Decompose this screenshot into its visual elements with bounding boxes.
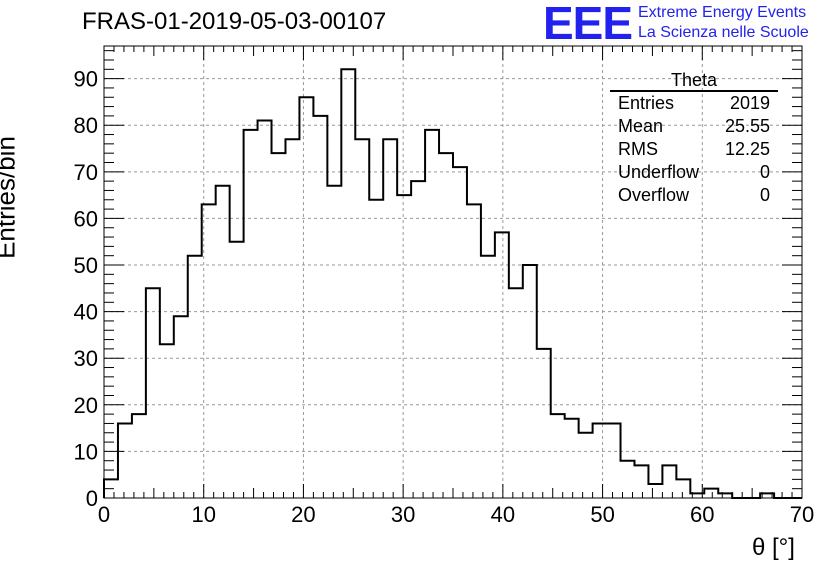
axis-ticks — [103, 46, 803, 499]
y-tick-label: 70 — [74, 160, 98, 185]
y-tick-label: 10 — [74, 439, 98, 464]
x-tick-label: 50 — [590, 502, 614, 527]
y-tick-label: 90 — [74, 67, 98, 92]
stats-box: Theta Entries 2019 Mean 25.55 RMS 12.25 … — [610, 70, 778, 207]
stats-row-underflow: Underflow 0 — [610, 161, 778, 184]
x-tick-label: 70 — [790, 502, 814, 527]
grid-lines — [104, 46, 802, 498]
y-tick-label: 60 — [74, 206, 98, 231]
y-tick-label: 30 — [74, 346, 98, 371]
stats-value: 2019 — [729, 93, 770, 113]
stats-label: Mean — [618, 116, 664, 136]
x-tick-label: 30 — [391, 502, 415, 527]
stats-row-mean: Mean 25.55 — [610, 115, 778, 138]
stats-value: 0 — [759, 162, 770, 182]
y-tick-label: 80 — [74, 113, 98, 138]
logo-line-1: Extreme Energy Events — [638, 4, 807, 21]
stats-row-overflow: Overflow 0 — [610, 184, 778, 207]
stats-label: Underflow — [618, 162, 700, 182]
stats-value: 12.25 — [724, 139, 770, 159]
x-tick-label: 10 — [191, 502, 215, 527]
x-tick-label: 20 — [291, 502, 315, 527]
logo-line-2: La Scienza nelle Scuole — [638, 24, 809, 41]
eee-logo: EEE — [543, 0, 633, 49]
y-tick-label: 20 — [74, 393, 98, 418]
stats-title: Theta — [610, 70, 778, 92]
y-tick-label: 0 — [86, 486, 98, 511]
x-tick-label: 40 — [491, 502, 515, 527]
x-tick-label: 60 — [690, 502, 714, 527]
x-axis-label: θ [°] — [752, 534, 795, 561]
stats-row-entries: Entries 2019 — [610, 92, 778, 115]
tick-labels: 0 10 20 30 40 50 60 70 0 10 20 30 40 50 60 70 80 90 — [74, 67, 815, 527]
stats-label: Entries — [618, 93, 675, 113]
x-tick-label: 0 — [98, 502, 110, 527]
stats-label: RMS — [618, 139, 658, 159]
stats-label: Overflow — [618, 185, 690, 205]
y-tick-label: 40 — [74, 300, 98, 325]
histogram-series — [103, 68, 802, 499]
stats-value: 25.55 — [724, 116, 770, 136]
stats-value: 0 — [759, 185, 770, 205]
y-tick-label: 50 — [74, 253, 98, 278]
chart-title: FRAS-01-2019-05-03-00107 — [82, 8, 387, 35]
stats-row-rms: RMS 12.25 — [610, 138, 778, 161]
